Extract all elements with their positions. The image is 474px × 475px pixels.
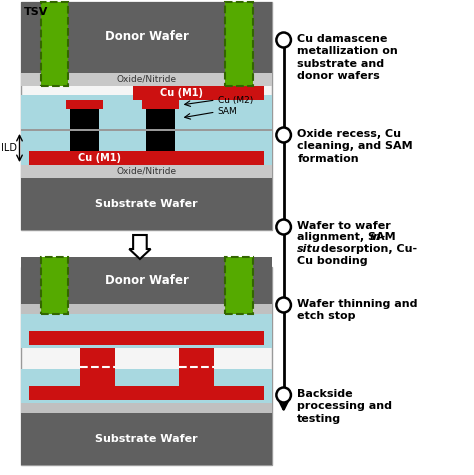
Text: ILD: ILD (0, 143, 17, 153)
Text: Wafer to wafer: Wafer to wafer (297, 221, 391, 231)
Text: desorption, Cu-: desorption, Cu- (317, 244, 417, 254)
Bar (133, 86, 264, 100)
Bar (179, 348, 214, 386)
Text: Donor Wafer: Donor Wafer (105, 275, 189, 287)
Bar (66, 100, 103, 109)
Text: Substrate Wafer: Substrate Wafer (95, 199, 198, 209)
Circle shape (276, 32, 291, 48)
Bar (29, 151, 264, 165)
Text: Backside
processing and
testing: Backside processing and testing (297, 389, 392, 424)
Text: Cu (M2): Cu (M2) (218, 95, 253, 104)
Text: SAM: SAM (218, 107, 237, 116)
Bar (21, 314, 272, 348)
Text: Cu damascene
metallization on
substrate and
donor wafers: Cu damascene metallization on substrate … (297, 34, 398, 81)
Bar (21, 165, 272, 178)
Bar (21, 129, 272, 131)
Circle shape (276, 388, 291, 402)
FancyArrow shape (129, 235, 151, 259)
Bar (41, 2, 68, 86)
Bar (21, 304, 272, 314)
Bar (29, 331, 264, 345)
Bar (80, 348, 115, 386)
Text: TSV: TSV (24, 7, 49, 17)
Text: Cu (M1): Cu (M1) (160, 88, 203, 98)
Bar (41, 257, 68, 314)
Bar (21, 2, 272, 73)
Bar (21, 131, 272, 165)
Bar (21, 267, 272, 465)
Bar (70, 131, 99, 151)
Bar (146, 131, 175, 151)
Text: Oxide/Nitride: Oxide/Nitride (117, 167, 177, 176)
Bar (21, 2, 272, 230)
Bar (225, 257, 253, 314)
Bar (142, 100, 179, 109)
Circle shape (276, 127, 291, 142)
Text: Donor Wafer: Donor Wafer (105, 30, 189, 44)
Text: Substrate Wafer: Substrate Wafer (95, 434, 198, 444)
Text: Oxide/Nitride: Oxide/Nitride (117, 75, 177, 84)
Bar (21, 257, 272, 304)
Text: situ: situ (297, 244, 321, 254)
Bar (21, 95, 272, 129)
Text: Oxide recess, Cu
cleaning, and SAM
formation: Oxide recess, Cu cleaning, and SAM forma… (297, 129, 413, 164)
Bar (29, 386, 264, 400)
Bar (21, 413, 272, 465)
Text: alignment, SAM: alignment, SAM (297, 232, 400, 243)
Bar (146, 109, 175, 129)
Circle shape (276, 219, 291, 235)
Text: Cu bonding: Cu bonding (297, 256, 368, 266)
Circle shape (276, 297, 291, 313)
Text: Cu (M1): Cu (M1) (78, 153, 121, 163)
Bar (21, 178, 272, 230)
Text: Wafer thinning and
etch stop: Wafer thinning and etch stop (297, 299, 418, 322)
Bar (21, 403, 272, 413)
Bar (21, 369, 272, 403)
Text: in-: in- (370, 232, 386, 243)
Bar (21, 73, 272, 86)
Bar (225, 2, 253, 86)
Bar (70, 109, 99, 129)
